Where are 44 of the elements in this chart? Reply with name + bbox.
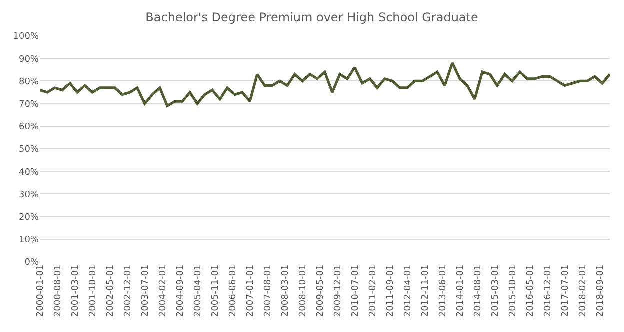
- x-tick-label: 2000-08-01: [53, 264, 64, 318]
- x-tick-label: 2017-07-01: [560, 264, 571, 318]
- x-tick-label: 2003-07-01: [140, 264, 151, 318]
- x-tick-label: 2009-12-01: [333, 264, 344, 318]
- line-series: [40, 62, 610, 108]
- x-tick-label: 2011-02-01: [368, 264, 378, 318]
- x-tick-label: 2014-01-01: [456, 264, 466, 318]
- x-tick-label: 2007-01-01: [246, 264, 256, 318]
- x-tick-label: 2008-03-01: [280, 264, 291, 318]
- y-tick-label: 70%: [18, 100, 40, 110]
- x-tick-label: 2002-12-01: [123, 264, 134, 318]
- chart-title: Bachelor's Degree Premium over High School Graduate: [146, 10, 478, 25]
- y-tick-label: 80%: [18, 77, 40, 88]
- x-tick-label: 2001-03-01: [70, 264, 81, 318]
- y-tick-label: 100%: [13, 32, 40, 42]
- x-tick-label: 2008-10-01: [298, 264, 308, 318]
- x-tick-label: 2012-04-01: [403, 264, 414, 318]
- y-tick-label: 60%: [18, 122, 40, 133]
- x-tick-label: 2015-10-01: [508, 264, 518, 318]
- x-tick-label: 2006-06-01: [228, 264, 238, 318]
- x-tick-label: 2015-03-01: [490, 264, 501, 318]
- x-tick-label: 2010-07-01: [350, 264, 361, 318]
- x-tick-label: 2004-02-01: [158, 264, 168, 318]
- x-tick-label: 2011-09-01: [386, 264, 396, 318]
- y-tick-label: 90%: [18, 54, 40, 65]
- x-tick-label: 2013-06-01: [438, 264, 448, 318]
- y-tick-label: 10%: [18, 236, 40, 246]
- y-tick-label: 30%: [18, 190, 40, 200]
- x-tick-label: 2016-12-01: [543, 264, 554, 318]
- x-tick-label: 2014-08-01: [473, 264, 484, 318]
- x-tick-label: 2002-05-01: [106, 264, 116, 318]
- x-tick-label: 2009-05-01: [316, 264, 326, 318]
- x-tick-label: 2004-09-01: [176, 264, 186, 318]
- y-tick-label: 20%: [18, 212, 40, 223]
- y-tick-label: 50%: [18, 145, 40, 156]
- y-tick-label: 40%: [18, 168, 40, 178]
- x-tick-label: 2001-10-01: [88, 264, 98, 318]
- x-tick-label: 2007-08-01: [263, 264, 274, 318]
- x-tick-label: 2012-11-01: [420, 264, 431, 318]
- x-tick-label: 2018-02-01: [578, 264, 588, 318]
- x-tick-label: 2005-11-01: [210, 264, 221, 318]
- x-tick-label: 2018-09-01: [596, 264, 606, 318]
- x-tick-label: 2016-05-01: [526, 264, 536, 318]
- x-tick-label: 2005-04-01: [193, 264, 204, 318]
